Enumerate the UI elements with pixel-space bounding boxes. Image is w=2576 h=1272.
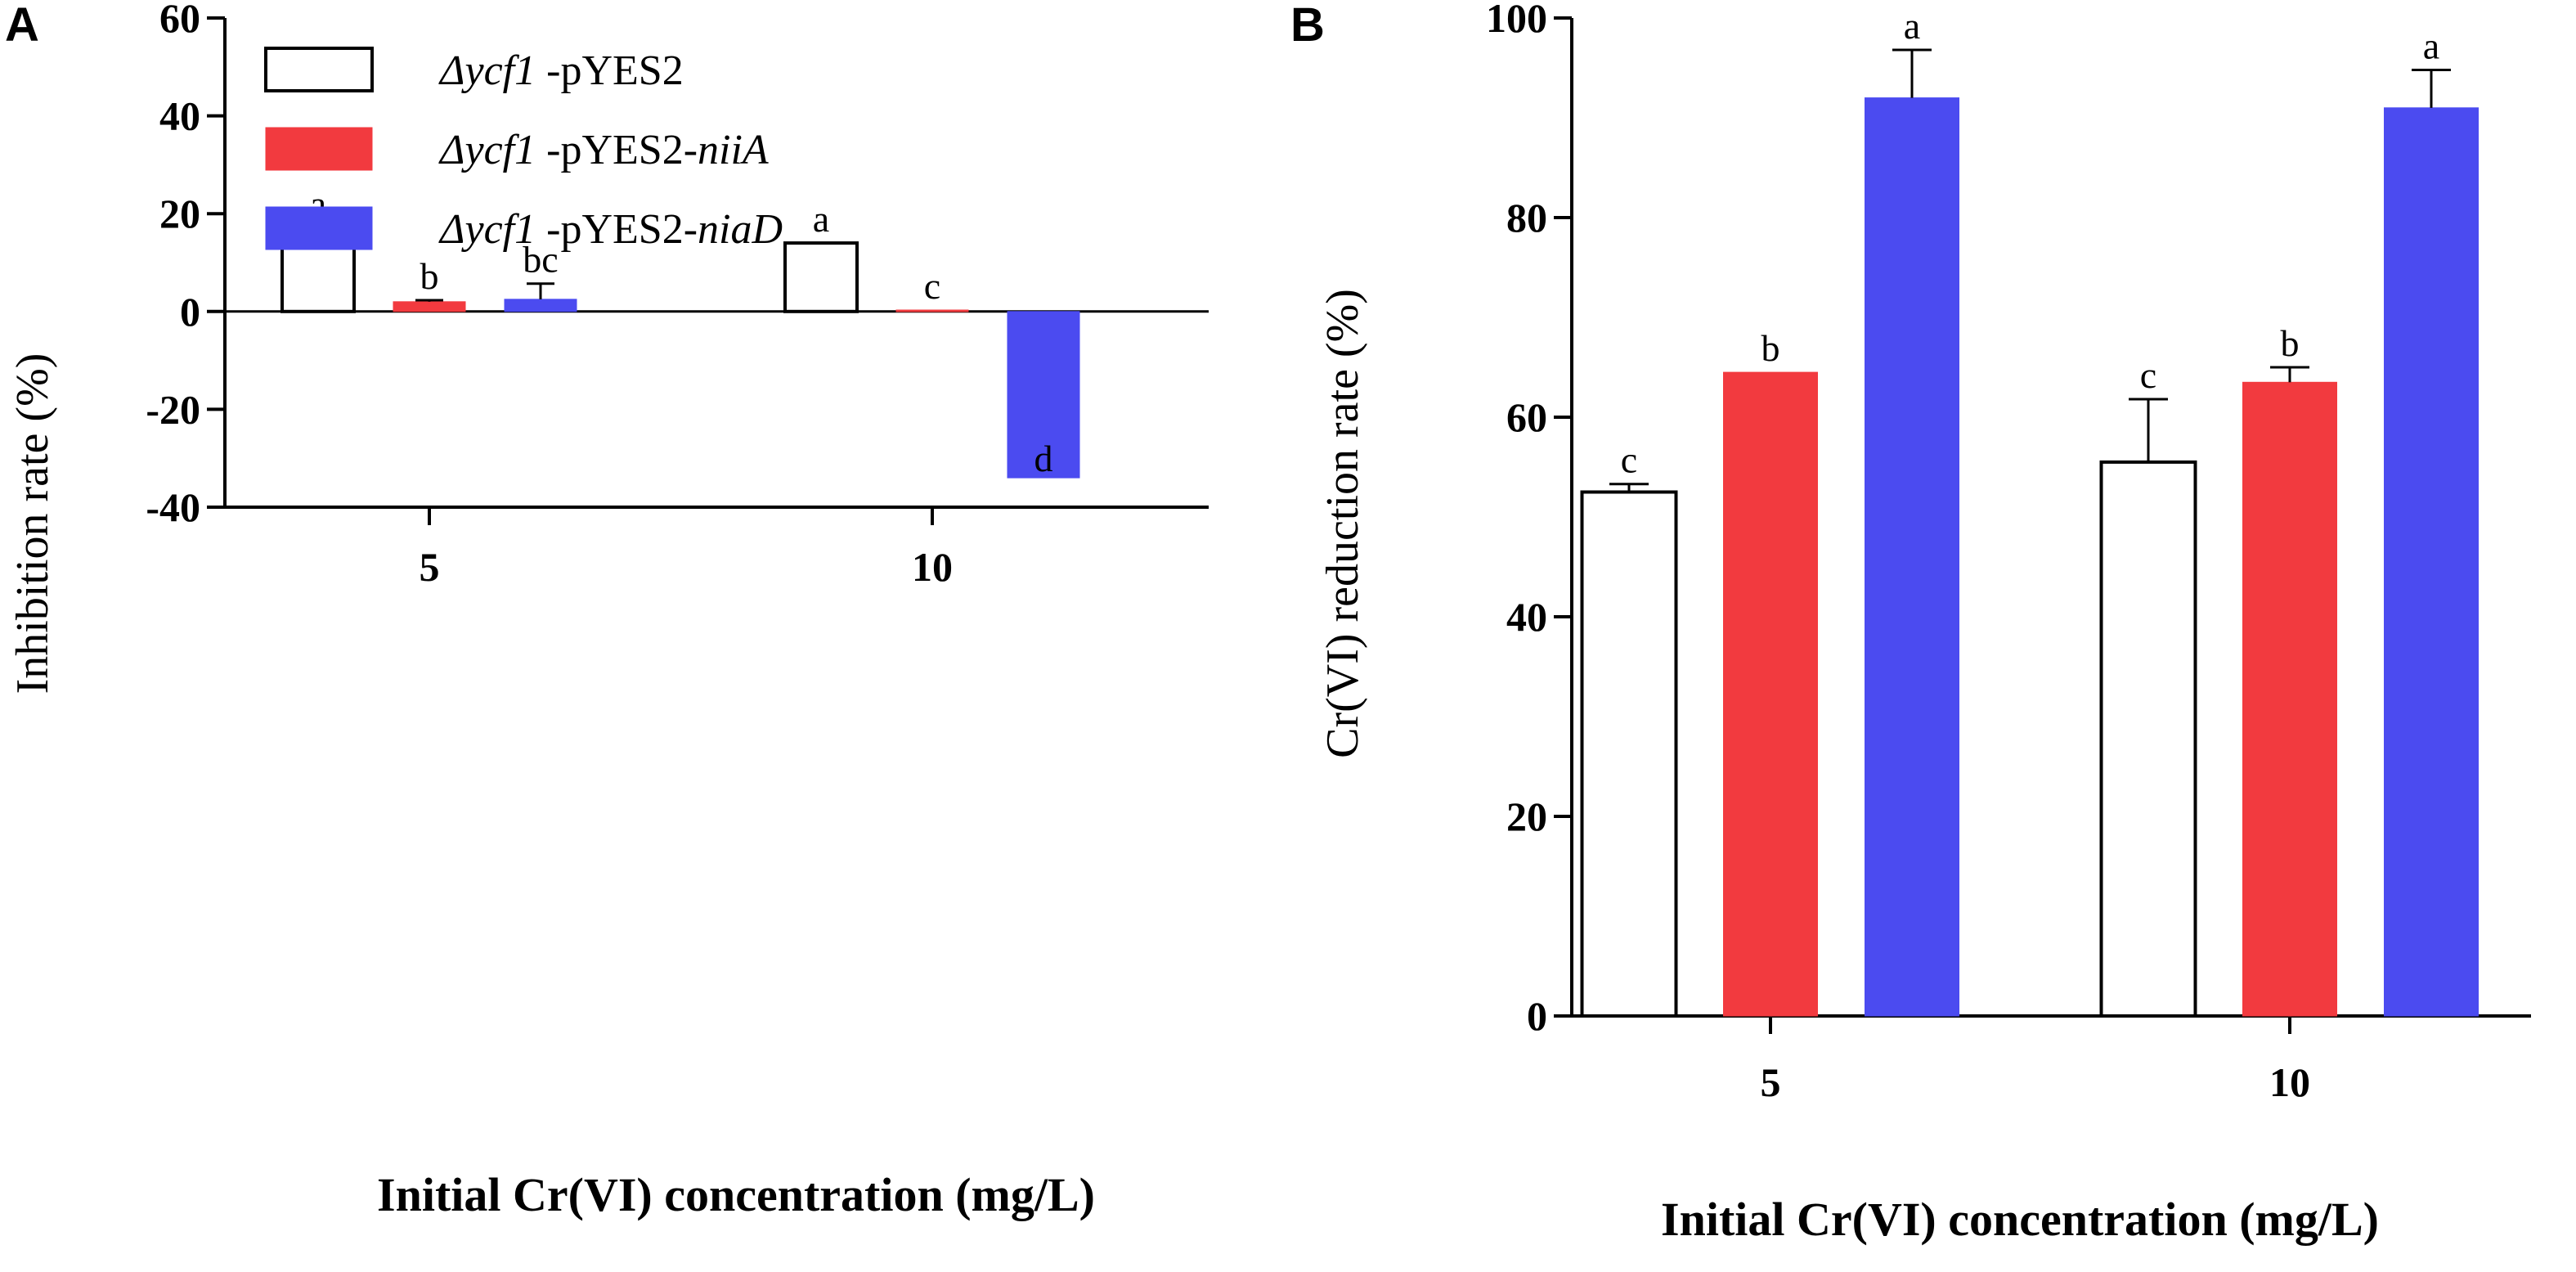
legend-label-genotype: Δycf1 <box>438 206 546 253</box>
panel-a-bar-2-10 <box>895 309 969 312</box>
panel-a-bar-1-10 <box>783 241 859 313</box>
panel-a-bar-3-10 <box>1007 311 1080 479</box>
panel-b-bar-1-10 <box>2099 460 2197 1018</box>
panel-a-significance-label: bc <box>523 239 558 281</box>
panel-a-y-tick-label: -20 <box>146 386 200 432</box>
panel-b-significance-label: b <box>1761 327 1780 369</box>
panel-b-y-tick-label: 40 <box>1506 594 1547 640</box>
panel-b: B 100 80 60 40 20 0 5 10 c c b b a a Cr(VI) reductio… <box>1290 0 2531 1246</box>
panel-b-bar-1-5 <box>1580 490 1678 1018</box>
legend-label-gene: niiA <box>698 127 769 173</box>
panel-a-bar-1-5 <box>280 246 356 313</box>
panel-a-y-tick-label: 0 <box>180 289 200 335</box>
legend-label-plasmid: -pYES2- <box>546 127 698 173</box>
panel-a-y-tick-label: 20 <box>159 191 200 236</box>
panel-a-y-tick-label: 40 <box>159 93 200 139</box>
panel-b-significance-label: c <box>2140 354 2156 396</box>
panel-b-y-tick-label: 80 <box>1506 195 1547 240</box>
legend-label-genotype: Δycf1 <box>438 127 546 173</box>
panel-a-x-tick-label: 10 <box>912 544 953 590</box>
panel-b-letter: B <box>1290 0 1325 52</box>
legend-label-plasmid: -pYES2 <box>546 47 684 94</box>
legend-label-genotype: Δycf1 <box>438 47 546 94</box>
panel-a-axes: 60 40 20 0 -20 -40 5 10 <box>146 0 1209 590</box>
panel-b-significance-label: a <box>2423 25 2439 66</box>
panel-b-y-tick-label: 60 <box>1506 394 1547 440</box>
panel-b-y-tick-label: 20 <box>1506 793 1547 839</box>
panel-a-significance-label: b <box>420 255 439 297</box>
panel-a-significance-label: c <box>924 265 940 307</box>
panel-b-bar-2-10 <box>2242 381 2337 1017</box>
panel-b-x-tick-label: 10 <box>2269 1059 2310 1105</box>
panel-a-y-axis-title: Inhibition rate (%) <box>7 353 58 694</box>
panel-a-bar-3-5 <box>504 299 577 312</box>
legend-swatch-2 <box>265 127 373 171</box>
legend-label-1: Δycf1 -pYES2 <box>438 47 684 94</box>
panel-a-letter: A <box>5 0 39 52</box>
legend-label-gene: niaD <box>698 206 783 253</box>
panel-b-bar-2-5 <box>1723 371 1818 1017</box>
panel-a-x-tick-label: 5 <box>420 544 440 590</box>
panel-a-x-axis-title: Initial Cr(VI) concentration (mg/L) <box>377 1168 1095 1221</box>
legend-swatch-3 <box>265 206 373 250</box>
panel-b-y-tick-label: 0 <box>1527 993 1547 1039</box>
panel-a-bar-2-5 <box>393 301 466 312</box>
panel-b-bar-3-5 <box>1865 97 1959 1017</box>
panel-b-significance-label: c <box>1621 439 1637 481</box>
legend-swatch-1 <box>264 47 374 92</box>
panel-b-x-tick-label: 5 <box>1761 1059 1781 1105</box>
panel-a-y-tick-label: -40 <box>146 484 200 530</box>
panel-b-bar-3-10 <box>2384 107 2479 1017</box>
panel-a-y-tick-label: 60 <box>159 0 200 41</box>
panel-b-x-axis-title: Initial Cr(VI) concentration (mg/L) <box>1661 1193 2379 1246</box>
panel-b-axes: 100 80 60 40 20 0 5 10 <box>1486 0 2531 1105</box>
panel-b-y-axis-title: Cr(VI) reduction rate (%) <box>1317 289 1368 758</box>
panel-b-y-tick-label: 100 <box>1486 0 1547 41</box>
panel-a-significance-label: d <box>1034 438 1053 479</box>
panel-b-significance-label: a <box>1904 5 1920 47</box>
legend-label-plasmid: -pYES2- <box>546 206 698 253</box>
legend-label-3: Δycf1 -pYES2-niaD <box>438 206 783 253</box>
panel-b-significance-label: b <box>2281 322 2300 364</box>
panel-a-significance-label: a <box>813 198 829 240</box>
legend-label-2: Δycf1 -pYES2-niiA <box>438 127 769 173</box>
panel-b-bars: c c b b a a <box>1580 5 2479 1018</box>
